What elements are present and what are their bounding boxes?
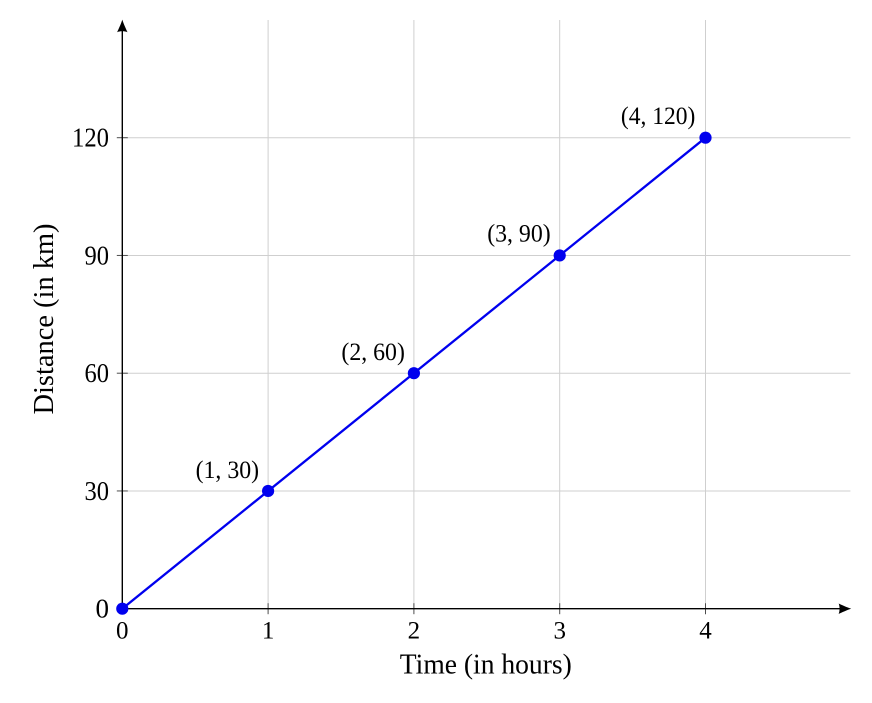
- svg-text:1: 1: [262, 618, 275, 645]
- svg-text:(4, 120): (4, 120): [621, 103, 696, 130]
- svg-text:60: 60: [85, 358, 110, 388]
- svg-text:3: 3: [553, 618, 566, 645]
- svg-text:2: 2: [408, 618, 421, 645]
- svg-text:(1, 30): (1, 30): [196, 457, 260, 484]
- svg-text:30: 30: [85, 476, 110, 506]
- svg-text:0: 0: [96, 594, 110, 624]
- svg-text:90: 90: [85, 240, 110, 270]
- svg-text:Time (in hours): Time (in hours): [400, 650, 572, 681]
- svg-text:4: 4: [699, 618, 712, 645]
- svg-text:(2, 60): (2, 60): [341, 339, 405, 366]
- svg-text:Distance (in km): Distance (in km): [29, 224, 60, 415]
- svg-text:(3, 90): (3, 90): [487, 220, 551, 247]
- svg-text:120: 120: [72, 123, 109, 153]
- svg-text:0: 0: [116, 618, 129, 645]
